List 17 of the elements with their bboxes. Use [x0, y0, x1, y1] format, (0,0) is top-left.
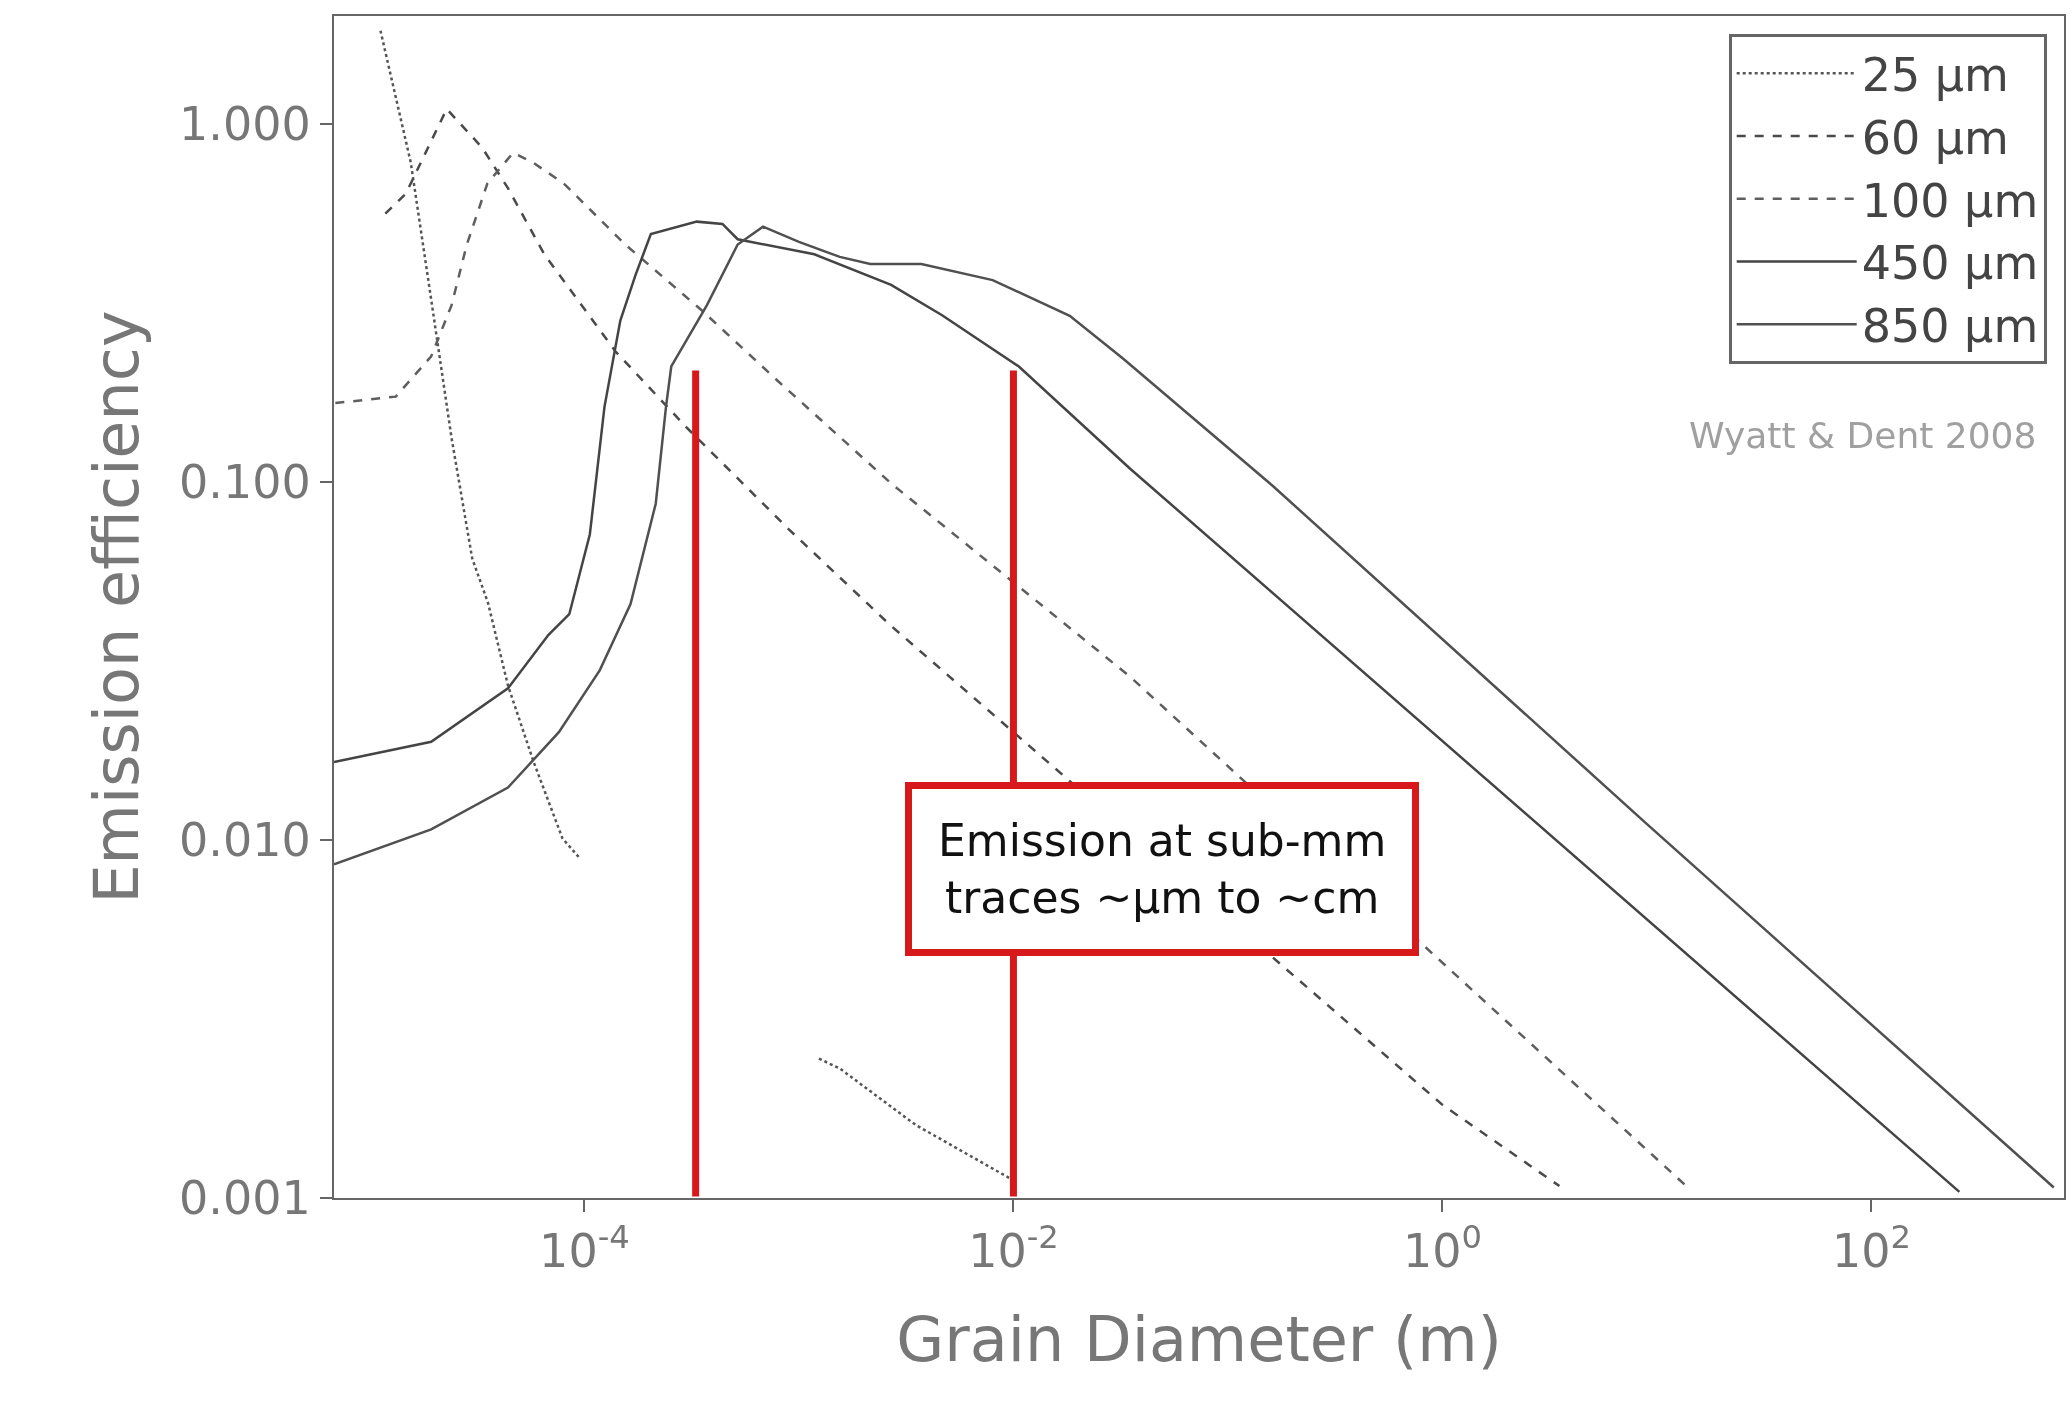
legend-label: 25 µm — [1861, 48, 2009, 103]
y-axis-title: Emission efficiency — [80, 310, 154, 904]
x-tick-label: 10$^{-4}$ — [539, 1217, 630, 1279]
y-tick-label: 0.010 — [179, 813, 311, 868]
y-tick-label: 1.000 — [179, 96, 311, 151]
x-tick-label: 10$^{2}$ — [1831, 1217, 1911, 1279]
y-tick-label: 0.100 — [179, 454, 311, 509]
legend-label: 450 µm — [1861, 236, 2039, 291]
x-tick-label: 10$^{-2}$ — [968, 1217, 1059, 1279]
legend-label: 60 µm — [1861, 110, 2009, 165]
annotation: Wyatt & Dent 2008 — [1689, 415, 2037, 456]
x-tick-label: 10$^{0}$ — [1402, 1217, 1482, 1279]
x-axis-title: Grain Diameter (m) — [896, 1302, 1502, 1376]
legend-label: 850 µm — [1861, 299, 2039, 354]
y-tick-label: 0.001 — [179, 1171, 311, 1226]
legend-label: 100 µm — [1861, 173, 2039, 228]
annotation: Emission at sub-mm traces ~µm to ~cm — [938, 815, 1387, 924]
